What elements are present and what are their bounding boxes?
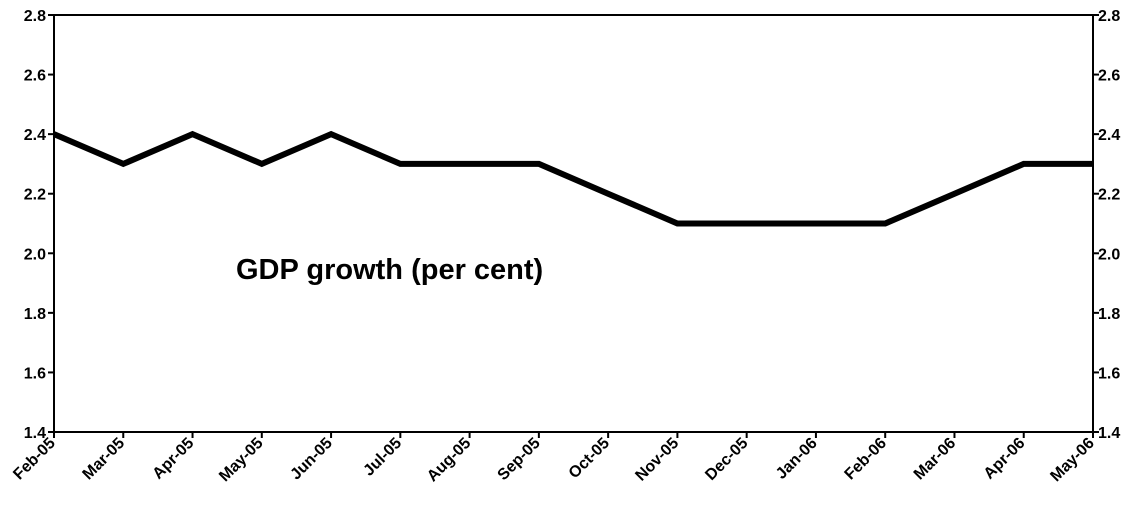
gdp-growth-data-point [1092, 163, 1094, 165]
right-y-tick-label: 1.8 [1098, 306, 1120, 323]
plot-frame [53, 14, 1094, 433]
x-tick-label: Apr-06 [981, 435, 1029, 483]
gdp-growth-data-point [53, 133, 55, 135]
x-tick-label: Jun-05 [287, 435, 336, 484]
plot-area-border [53, 14, 1094, 433]
x-tick-label: May-06 [1047, 435, 1097, 485]
left-y-tick-label: 1.6 [24, 365, 46, 382]
left-y-tick-label: 2.0 [24, 246, 46, 263]
gdp-growth-data-point [261, 163, 263, 165]
x-tick-label: Feb-06 [842, 435, 891, 484]
x-tick-label: Dec-05 [702, 435, 751, 484]
left-y-tick-label: 2.8 [24, 8, 46, 25]
right-y-tick-label: 1.4 [1098, 425, 1120, 442]
gdp-growth-data-point [469, 163, 471, 165]
left-y-tick-label: 2.4 [24, 127, 46, 144]
x-tick-label: Oct-05 [566, 435, 613, 482]
gdp-growth-data-point [192, 133, 194, 135]
gdp-growth-data-point [884, 223, 886, 224]
gdp-growth-data-point [746, 223, 748, 224]
x-tick-label: Mar-06 [911, 435, 960, 484]
right-y-axis: 1.4 1.6 1.8 2.0 2.2 2.4 2.6 2.8 [1093, 8, 1120, 442]
x-axis: Feb-05 Mar-05 Apr-05 May-05 Jun-05 Jul-05 Aug-… [10, 432, 1098, 485]
right-y-tick-label: 2.0 [1098, 246, 1120, 263]
gdp-growth-data-point [953, 193, 955, 195]
x-tick-label: Aug-05 [424, 435, 474, 485]
x-tick-label: Jul-05 [360, 435, 405, 480]
x-tick-label: Sep-05 [495, 435, 544, 484]
gdp-growth-data-point [1023, 163, 1025, 165]
gdp-growth-data-point [330, 133, 332, 135]
right-y-tick-label: 2.2 [1098, 187, 1120, 204]
left-y-tick-label: 2.6 [24, 68, 46, 85]
x-tick-label: Mar-05 [80, 435, 129, 484]
gdp-growth-data-point [676, 223, 678, 224]
x-tick-label: Apr-05 [149, 435, 197, 483]
chart-annotation: GDP growth (per cent) [236, 254, 543, 286]
left-y-tick-label: 1.4 [24, 425, 46, 442]
gdp-growth-data-point [815, 223, 817, 224]
x-tick-label: Feb-05 [10, 435, 59, 484]
gdp-growth-data-point [122, 163, 124, 165]
gdp-growth-data-point [607, 193, 609, 195]
left-y-tick-label: 2.2 [24, 187, 46, 204]
left-y-tick-label: 1.8 [24, 306, 46, 323]
series-layer [52, 130, 1094, 227]
gdp-growth-series-line [52, 130, 1093, 227]
right-y-tick-label: 2.4 [1098, 127, 1120, 144]
x-tick-label: Nov-05 [632, 435, 682, 485]
left-y-axis: 1.4 1.6 1.8 2.0 2.2 2.4 2.6 2.8 [24, 8, 54, 442]
right-y-tick-label: 1.6 [1098, 365, 1120, 382]
right-y-tick-label: 2.8 [1098, 8, 1120, 25]
right-y-tick-label: 2.6 [1098, 68, 1120, 85]
gdp-growth-data-point [399, 163, 401, 165]
x-tick-label: Jan-06 [773, 435, 821, 483]
gdp-growth-data-point [538, 163, 540, 165]
x-tick-label: May-05 [216, 435, 266, 485]
